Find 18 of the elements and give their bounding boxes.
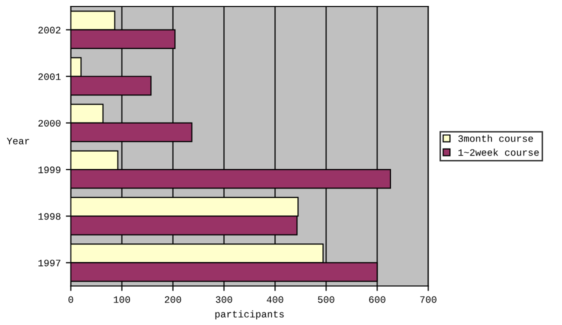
y-tick-label: 2000 (38, 120, 60, 127)
y-tick-label: 1999 (38, 166, 60, 174)
x-axis-title: participants (215, 310, 284, 320)
x-tick-label: 500 (318, 296, 334, 303)
x-tick-label: 100 (114, 296, 130, 303)
legend-label: 1~2week course (458, 148, 539, 156)
y-tick-label: 2002 (38, 26, 60, 34)
x-tick-label: 300 (216, 296, 232, 303)
y-axis-title: Year (6, 138, 30, 144)
x-tick-label: 600 (369, 296, 386, 303)
x-tick-label: 400 (266, 296, 284, 303)
x-tick-label: 700 (420, 296, 436, 303)
x-tick-label: 200 (164, 296, 182, 303)
x-tick-label: 0 (68, 296, 74, 303)
y-tick-label: 1998 (38, 213, 60, 220)
y-tick-label: 1997 (38, 260, 60, 266)
y-tick-label: 2001 (38, 73, 61, 80)
legend-label: 3month course (458, 134, 533, 142)
